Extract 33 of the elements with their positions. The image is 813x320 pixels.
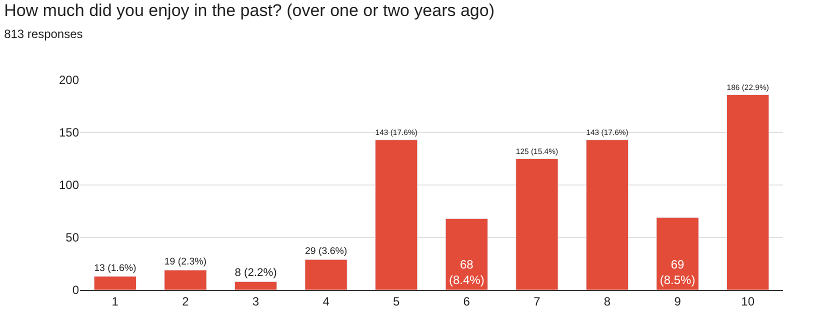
x-tick-label: 7 (534, 294, 541, 308)
bar (164, 270, 207, 290)
x-tick-label: 9 (674, 294, 682, 308)
y-tick-label: 100 (58, 178, 80, 192)
bar (656, 217, 699, 290)
data-label: 8 (2.2%) (234, 266, 278, 279)
bar (234, 281, 278, 290)
x-tick-label: 4 (322, 294, 330, 308)
bar (94, 276, 136, 290)
data-label: 19 (2.3%) (164, 256, 207, 268)
y-tick-label: 200 (58, 73, 80, 88)
x-tick-label: 6 (463, 294, 470, 308)
bar (726, 94, 770, 290)
bar (304, 259, 348, 290)
x-tick-label: 5 (393, 294, 400, 308)
x-tick-label: 2 (182, 294, 190, 308)
data-label: 13 (1.6%) (94, 262, 136, 274)
x-tick-label: 8 (604, 294, 611, 308)
data-label: 68 (8.4%) (448, 257, 484, 287)
chart-title: How much did you enjoy in the past? (over one or two years ago) (4, 1, 495, 20)
chart-subtitle: 813 responses (4, 27, 83, 42)
x-tick-label: 3 (252, 294, 260, 308)
y-tick-label: 0 (72, 283, 80, 298)
data-label: 29 (3.6%) (304, 246, 348, 258)
y-tick-label: 50 (66, 230, 80, 245)
bar (586, 140, 629, 290)
data-label: 69 (8.5%) (660, 257, 696, 287)
bar (445, 218, 488, 290)
x-tick-label: 1 (112, 294, 119, 308)
bar (375, 140, 418, 290)
y-tick-label: 150 (58, 126, 80, 140)
x-tick-label: 10 (741, 294, 755, 308)
bar (516, 158, 558, 290)
